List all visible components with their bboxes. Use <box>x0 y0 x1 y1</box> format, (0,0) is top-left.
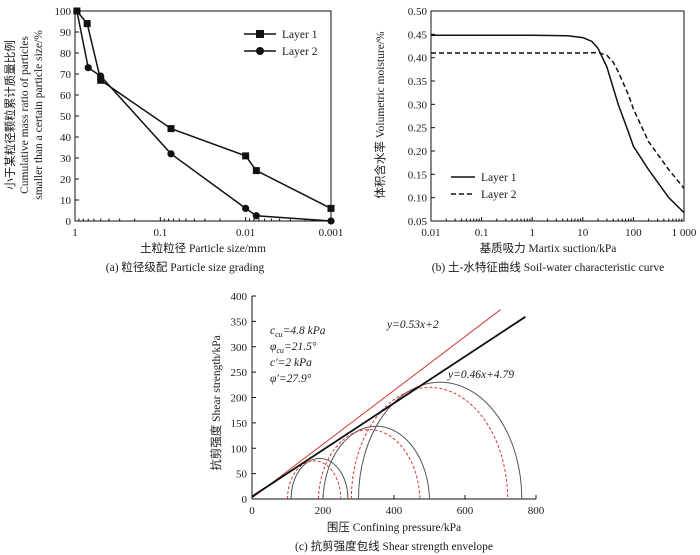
panel-b-xtick-label: 10 <box>577 227 589 239</box>
layer2-point <box>97 72 105 80</box>
line-black-equation: y=0.46x+4.79 <box>447 369 514 381</box>
line-red-equation: y=0.53x+2 <box>386 319 439 331</box>
panel-c-xtick-label: 0 <box>249 505 255 517</box>
panel-a-ytick-label: 40 <box>60 132 72 144</box>
legend-layer1-label: Layer 1 <box>282 29 318 41</box>
panel-c-ytick-label: 50 <box>236 469 248 481</box>
panel-a-ytick-label: 100 <box>55 6 72 18</box>
panel-b-caption: (b) 土-水特征曲线 Soil-water characteristic cu… <box>432 260 664 274</box>
panel-c-xlabel: 围压 Confining pressure/kPa <box>327 521 461 534</box>
panel-a-ytick-label: 80 <box>60 48 72 60</box>
panel-a-xlabel: 土粒粒径 Particle size/mm <box>140 241 266 255</box>
panel-a-xtick-label: 1 <box>72 227 78 239</box>
panel-c-ytick-label: 350 <box>231 316 248 328</box>
strength-parameter: c′=2 kPa <box>270 357 312 369</box>
panel-b-ytick-label: 0.40 <box>408 53 428 65</box>
layer1-point <box>327 204 335 212</box>
layer2-point <box>327 217 335 225</box>
mohr-circle-total <box>322 425 430 500</box>
panel-b-ylabel: 体积含水率 Volumetric moisture/% <box>373 31 387 199</box>
layer1-point <box>252 167 260 175</box>
panel-b-ytick-label: 0.15 <box>408 169 428 181</box>
panel-b-ytick-label: 0.45 <box>408 29 428 41</box>
panel-a-ytick-label: 60 <box>60 90 72 102</box>
panel-c-ytick-label: 200 <box>231 393 248 405</box>
panel-c-xtick-label: 200 <box>315 505 332 517</box>
layer2-point <box>242 204 250 212</box>
panel-b-xtick-label: 1 <box>529 227 535 239</box>
panel-a-ytick-label: 90 <box>60 27 72 39</box>
panel-c-ylabel: 抗剪强度 Shear strength/kPa <box>209 335 223 470</box>
mohr-circle-effective <box>350 386 509 500</box>
panel-a-ylabel-line1: 小于某粒径颗粒累计质量比例 <box>3 40 17 190</box>
panel-c-ytick-label: 400 <box>231 291 248 303</box>
panel-b-ytick-label: 0.20 <box>408 146 428 158</box>
panel-a-ytick-label: 10 <box>60 195 72 207</box>
panel-a-caption: (a) 粒径级配 Particle size grading <box>106 260 265 274</box>
legend-b-layer1-label: Layer 1 <box>481 172 517 184</box>
layer1-point <box>97 76 105 84</box>
panel-a-ytick-label: 50 <box>60 111 72 123</box>
panel-a-ytick-label: 20 <box>60 174 72 186</box>
layer2-point <box>252 212 260 220</box>
panel-b-xtick-label: 1 000 <box>672 227 697 239</box>
mohr-circle-effective <box>287 460 342 500</box>
panel-c-ytick-label: 150 <box>231 418 248 430</box>
panel-a-chart: 小于某粒径颗粒累计质量比例 Cumulative mass ratio of p… <box>3 6 343 274</box>
panel-a-frame <box>74 10 332 222</box>
panel-a-ytick-label: 30 <box>60 153 72 165</box>
panel-c-xtick-label: 600 <box>457 505 474 517</box>
layer2-point <box>84 64 92 72</box>
strength-parameters: ccu=4.8 kPa φcu=21.5° c′=2 kPa φ′=27.9° <box>270 325 326 385</box>
panel-c-ytick-label: 300 <box>231 342 248 354</box>
panel-b-xlabel: 基质吸力 Martix suction/kPa <box>480 242 617 255</box>
envelope-line-black <box>251 316 526 498</box>
panel-a-xtick-label: 0.001 <box>319 227 344 239</box>
panel-b-xtick-label: 100 <box>625 227 642 239</box>
panel-c-caption: (c) 抗剪强度包线 Shear strength envelope <box>295 539 493 553</box>
envelope-line-red <box>251 309 501 499</box>
panel-a-ytick-label: 0 <box>66 216 72 228</box>
panel-b-ytick-label: 0.50 <box>408 6 428 18</box>
layer2-point <box>167 150 175 158</box>
panel-b-ytick-label: 0.35 <box>408 76 428 88</box>
panel-c-chart: 抗剪强度 Shear strength/kPa 0 50 100 150 200 250 3… <box>209 291 545 553</box>
layer1-point <box>83 20 91 28</box>
panel-b-ytick-label: 0.10 <box>408 193 428 205</box>
panel-a-ylabel-line3: smaller than a certain particle size/% <box>33 30 45 200</box>
legend-b-layer2-label: Layer 2 <box>481 189 517 201</box>
layer1-point <box>242 152 250 160</box>
legend-layer2-label: Layer 2 <box>282 46 318 58</box>
panel-c-ytick-label: 100 <box>231 443 248 455</box>
panel-a-ytick-label: 70 <box>60 69 72 81</box>
panel-b-xtick-label: 0.01 <box>421 227 440 239</box>
panel-a-legend: Layer 1 Layer 2 <box>244 29 318 58</box>
strength-parameter: ccu=4.8 kPa <box>270 325 326 339</box>
mohr-circle-total <box>358 381 523 500</box>
swcc-layer2-curve <box>431 51 685 189</box>
panel-b-ytick-label: 0.25 <box>408 123 428 135</box>
strength-parameter: φcu=21.5° <box>270 341 317 355</box>
panel-a-xtick-label: 0.1 <box>153 227 167 239</box>
panel-b-legend: Layer 1 Layer 2 <box>451 172 517 201</box>
panel-b-ytick-label: 0.30 <box>408 99 428 111</box>
panel-c-xtick-label: 400 <box>386 505 403 517</box>
panel-b-ytick-label: 0.05 <box>408 216 428 228</box>
panel-a-xtick-label: 0.01 <box>236 227 255 239</box>
panel-c-ytick-label: 0 <box>242 494 248 506</box>
panel-b-xtick-label: 0.1 <box>475 227 489 239</box>
panel-c-xtick-label: 800 <box>528 505 545 517</box>
layer2-point <box>73 7 81 15</box>
swcc-layer1-curve <box>431 34 685 214</box>
panel-b-chart: 体积含水率 Volumetric moisture/% 0.05 0.10 0.15… <box>373 6 697 274</box>
panel-a-ylabel-line2: Cumulative mass ratio of particles <box>19 36 31 194</box>
panel-c-ytick-label: 250 <box>231 367 248 379</box>
layer1-point <box>167 125 175 133</box>
panel-b-frame <box>430 10 685 222</box>
mohr-circle-effective <box>317 429 421 500</box>
strength-parameter: φ′=27.9° <box>270 373 312 385</box>
mohr-circle-total <box>290 457 349 500</box>
